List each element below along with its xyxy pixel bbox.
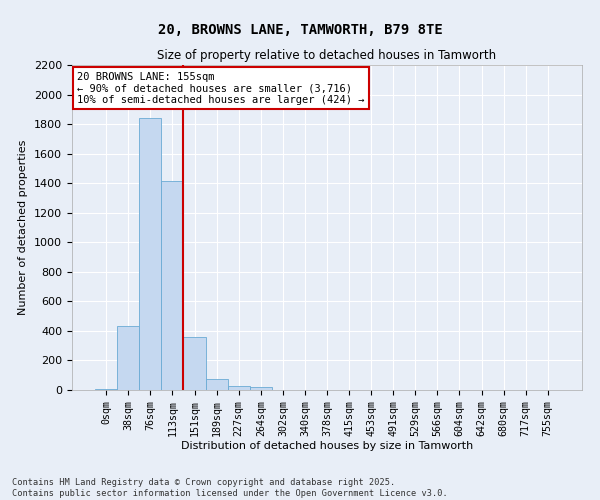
Bar [117,326,139,390]
Bar [139,118,161,390]
Y-axis label: Number of detached properties: Number of detached properties [19,140,28,315]
Text: 20 BROWNS LANE: 155sqm
← 90% of detached houses are smaller (3,716)
10% of semi-: 20 BROWNS LANE: 155sqm ← 90% of detached… [77,72,365,104]
Title: Size of property relative to detached houses in Tamworth: Size of property relative to detached ho… [157,50,497,62]
Bar [227,386,250,390]
Bar [184,337,206,390]
Bar [206,379,227,390]
Text: 20, BROWNS LANE, TAMWORTH, B79 8TE: 20, BROWNS LANE, TAMWORTH, B79 8TE [158,22,442,36]
Bar [250,387,272,390]
Bar [161,181,184,390]
Bar [95,388,117,390]
Text: Contains HM Land Registry data © Crown copyright and database right 2025.
Contai: Contains HM Land Registry data © Crown c… [12,478,448,498]
X-axis label: Distribution of detached houses by size in Tamworth: Distribution of detached houses by size … [181,442,473,452]
